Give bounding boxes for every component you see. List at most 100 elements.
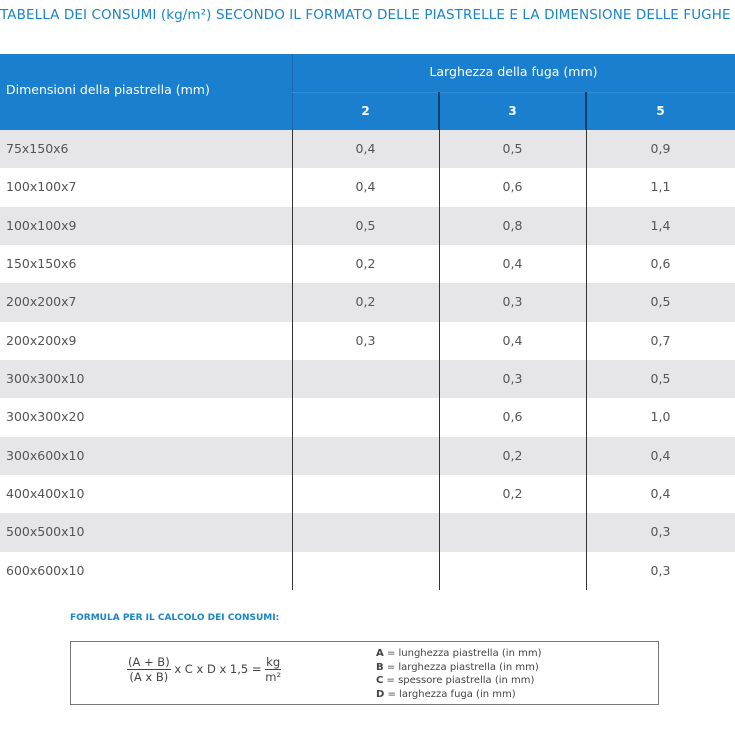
table-row: 300x300x10 0,3 0,5 bbox=[0, 359, 735, 399]
column-divider bbox=[291, 130, 293, 169]
formula-box: (A + B) (A x B) x C x D x 1,5 = kg m² A = … bbox=[70, 641, 659, 705]
row-label: 600x600x10 bbox=[6, 562, 85, 578]
denominator: (A x B) bbox=[129, 670, 169, 684]
column-divider bbox=[585, 436, 587, 475]
column-divider bbox=[438, 244, 440, 284]
column-divider bbox=[438, 398, 440, 437]
column-divider bbox=[438, 92, 440, 130]
unit-denominator: m² bbox=[265, 670, 282, 684]
row-label: 500x500x10 bbox=[6, 524, 85, 540]
cell-value: 0,2 bbox=[502, 447, 523, 463]
column-header: 5 bbox=[656, 104, 665, 118]
column-divider bbox=[585, 321, 587, 360]
column-divider bbox=[291, 206, 293, 245]
cell-value: 1,4 bbox=[650, 217, 671, 233]
legend-text: = lunghezza piastrella (in mm) bbox=[386, 648, 542, 659]
row-label: 150x150x6 bbox=[6, 255, 77, 271]
table-row: 600x600x10 0,3 bbox=[0, 551, 735, 590]
column-divider bbox=[291, 398, 293, 437]
cell-value: 0,4 bbox=[355, 179, 376, 195]
column-divider bbox=[438, 206, 440, 245]
table-row: 400x400x10 0,2 0,4 bbox=[0, 474, 735, 514]
column-divider bbox=[438, 359, 440, 399]
column-divider bbox=[585, 551, 587, 590]
column-divider bbox=[585, 359, 587, 399]
table-row: 200x200x9 0,3 0,4 0,7 bbox=[0, 321, 735, 360]
cell-value: 0,5 bbox=[355, 217, 376, 233]
column-divider bbox=[585, 130, 587, 169]
column-divider bbox=[291, 244, 293, 284]
cell-value: 0,4 bbox=[502, 332, 523, 348]
cell-value: 0,2 bbox=[355, 255, 376, 271]
column-divider bbox=[438, 321, 440, 360]
cell-value: 0,3 bbox=[355, 332, 376, 348]
column-divider bbox=[438, 130, 440, 169]
row-label: 300x300x10 bbox=[6, 370, 85, 386]
column-divider bbox=[585, 92, 587, 130]
unit-numerator: kg bbox=[265, 655, 282, 670]
column-divider bbox=[291, 168, 293, 207]
cell-value: 0,2 bbox=[355, 294, 376, 310]
header-divider bbox=[292, 92, 735, 93]
row-label: 300x300x20 bbox=[6, 409, 85, 425]
column-header: 2 bbox=[361, 104, 370, 118]
consumption-table: Dimensioni della piastrella (mm) Larghez… bbox=[0, 54, 735, 590]
column-divider bbox=[438, 283, 440, 322]
row-label: 100x100x9 bbox=[6, 217, 77, 233]
cell-value: 1,0 bbox=[650, 409, 671, 425]
formula-label: FORMULA PER IL CALCOLO DEI CONSUMI: bbox=[70, 613, 280, 623]
legend-line: C = spessore piastrella (in mm) bbox=[376, 674, 541, 688]
column-divider bbox=[585, 206, 587, 245]
table-row: 100x100x9 0,5 0,8 1,4 bbox=[0, 206, 735, 245]
cell-value: 0,5 bbox=[502, 141, 523, 156]
cell-value: 0,6 bbox=[650, 255, 671, 271]
cell-value: 0,3 bbox=[650, 562, 671, 578]
cell-value: 0,4 bbox=[650, 485, 671, 501]
legend-text: = spessore piastrella (in mm) bbox=[386, 675, 535, 686]
unit-fraction: kg m² bbox=[265, 655, 282, 684]
cell-value: 0,9 bbox=[650, 141, 671, 156]
legend-text: = larghezza fuga (in mm) bbox=[387, 688, 516, 700]
column-divider bbox=[585, 283, 587, 322]
table-row: 100x100x7 0,4 0,6 1,1 bbox=[0, 168, 735, 207]
row-label: 200x200x7 bbox=[6, 294, 77, 310]
legend-line: A = lunghezza piastrella (in mm) bbox=[376, 647, 541, 661]
legend-line: B = larghezza piastrella (in mm) bbox=[376, 661, 541, 675]
legend-letter: D bbox=[376, 688, 385, 700]
column-divider bbox=[291, 321, 293, 360]
column-divider bbox=[438, 551, 440, 590]
formula-middle: x C x D x 1,5 = bbox=[174, 662, 262, 676]
column-divider bbox=[585, 398, 587, 437]
formula: (A + B) (A x B) x C x D x 1,5 = kg m² bbox=[127, 655, 282, 684]
column-divider bbox=[291, 513, 293, 552]
table-row: 300x300x20 0,6 1,0 bbox=[0, 398, 735, 437]
cell-value: 1,1 bbox=[650, 179, 671, 195]
column-divider bbox=[291, 436, 293, 475]
legend-line: D = larghezza fuga (in mm) bbox=[376, 688, 541, 702]
row-label-header: Dimensioni della piastrella (mm) bbox=[6, 82, 210, 97]
column-divider bbox=[438, 168, 440, 207]
column-divider bbox=[291, 359, 293, 399]
row-label: 100x100x7 bbox=[6, 179, 77, 195]
table-header: Dimensioni della piastrella (mm) Larghez… bbox=[0, 54, 735, 130]
fraction: (A + B) (A x B) bbox=[127, 655, 171, 684]
cell-value: 0,5 bbox=[650, 294, 671, 310]
column-divider bbox=[438, 513, 440, 552]
column-divider bbox=[585, 474, 587, 514]
column-divider bbox=[585, 513, 587, 552]
cell-value: 0,4 bbox=[355, 141, 376, 156]
column-divider bbox=[438, 474, 440, 514]
legend-letter: C bbox=[376, 675, 384, 686]
row-label: 75x150x6 bbox=[6, 141, 69, 156]
row-label: 300x600x10 bbox=[6, 447, 85, 463]
cell-value: 0,7 bbox=[650, 332, 671, 348]
column-divider bbox=[585, 244, 587, 284]
table-row: 150x150x6 0,2 0,4 0,6 bbox=[0, 244, 735, 284]
column-divider bbox=[291, 551, 293, 590]
formula-legend: A = lunghezza piastrella (in mm) B = larg… bbox=[376, 647, 541, 701]
cell-value: 0,4 bbox=[502, 255, 523, 271]
legend-text: = larghezza piastrella (in mm) bbox=[386, 661, 539, 673]
cell-value: 0,4 bbox=[650, 447, 671, 463]
legend-letter: A bbox=[376, 648, 384, 659]
